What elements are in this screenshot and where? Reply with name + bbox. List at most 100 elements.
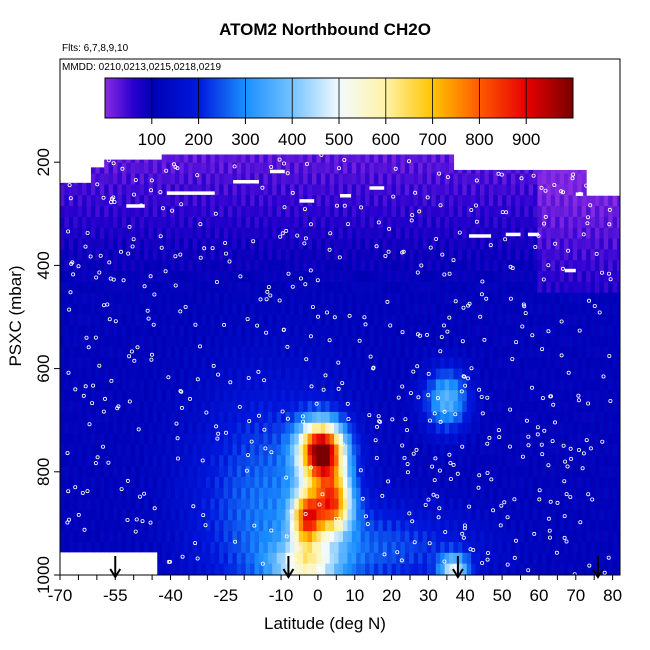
heatmap-cell [68, 357, 74, 370]
heatmap-cell [480, 368, 486, 381]
heatmap-cell [95, 401, 101, 413]
heatmap-cell [126, 390, 132, 402]
heatmap-cell [245, 303, 251, 316]
heatmap-cell [369, 357, 375, 370]
heatmap-cell [449, 379, 455, 391]
heatmap-cell [546, 476, 552, 489]
heatmap-cell [480, 195, 486, 207]
heatmap-cell [157, 411, 163, 424]
heatmap-cell [267, 216, 273, 229]
heatmap-cell [210, 173, 216, 185]
heatmap-cell [484, 498, 490, 511]
heatmap-cell [559, 498, 565, 511]
heatmap-cell [144, 531, 150, 543]
heatmap-cell [210, 271, 216, 283]
heatmap-cell [73, 498, 79, 511]
heatmap-cell [422, 444, 428, 456]
heatmap-cell [599, 552, 605, 565]
heatmap-cell [241, 552, 247, 565]
heatmap-cell [113, 357, 119, 370]
heatmap-cell [594, 422, 600, 435]
heatmap-cell [369, 292, 375, 305]
heatmap-cell [510, 173, 516, 185]
heatmap-cell [320, 227, 326, 240]
heatmap-cell [524, 520, 530, 532]
heatmap-cell [497, 509, 503, 521]
sample-point [246, 375, 251, 380]
heatmap-cell [418, 314, 424, 326]
heatmap-cell [351, 162, 357, 175]
heatmap-cell [60, 411, 66, 424]
heatmap-cell [506, 173, 512, 185]
heatmap-cell [117, 260, 123, 272]
heatmap-cell [497, 433, 503, 446]
heatmap-cell [152, 159, 158, 164]
heatmap-cell [223, 379, 229, 391]
heatmap-cell [431, 422, 437, 435]
heatmap-cell [320, 563, 326, 575]
heatmap-cell [506, 238, 512, 251]
heatmap-cell [258, 455, 264, 467]
heatmap-cell [250, 390, 256, 402]
heatmap-cell [219, 216, 225, 229]
heatmap-cell [382, 368, 388, 381]
heatmap-cell [493, 325, 499, 337]
heatmap-cell [130, 498, 136, 511]
heatmap-cell [387, 238, 393, 251]
heatmap-cell [440, 466, 446, 478]
heatmap-cell [475, 303, 481, 316]
heatmap-cell [121, 411, 127, 424]
heatmap-cell [179, 303, 185, 316]
heatmap-cell [329, 379, 335, 391]
heatmap-cell [594, 271, 600, 283]
heatmap-cell [157, 422, 163, 435]
heatmap-cell [228, 238, 234, 251]
heatmap-cell [550, 281, 556, 294]
heatmap-cell [152, 509, 158, 521]
heatmap-cell [599, 227, 605, 240]
heatmap-cell [382, 455, 388, 467]
heatmap-cell [564, 206, 570, 218]
heatmap-cell [510, 476, 516, 489]
heatmap-cell [192, 476, 198, 489]
heatmap-cell [568, 455, 574, 467]
heatmap-cell [382, 249, 388, 261]
heatmap-cell [241, 422, 247, 435]
heatmap-cell [435, 195, 441, 207]
heatmap-cell [497, 379, 503, 391]
heatmap-cell [303, 173, 309, 185]
heatmap-cell [320, 531, 326, 543]
heatmap-cell [484, 563, 490, 575]
heatmap-cell [599, 422, 605, 435]
heatmap-cell [418, 184, 424, 196]
heatmap-cell [223, 227, 229, 240]
heatmap-cell [365, 346, 371, 359]
heatmap-cell [135, 195, 141, 207]
heatmap-cell [453, 303, 459, 316]
heatmap-cell [444, 184, 450, 196]
heatmap-cell [413, 195, 419, 207]
heatmap-cell [475, 368, 481, 381]
heatmap-cell [533, 292, 539, 305]
heatmap-cell [488, 216, 494, 229]
heatmap-cell [236, 303, 242, 316]
heatmap-cell [426, 292, 432, 305]
heatmap-cell [86, 216, 92, 229]
heatmap-cell [581, 552, 587, 565]
heatmap-cell [365, 227, 371, 240]
heatmap-cell [139, 357, 145, 370]
heatmap-cell [422, 292, 428, 305]
heatmap-cell [334, 390, 340, 402]
heatmap-cell [391, 509, 397, 521]
heatmap-cell [537, 444, 543, 456]
heatmap-cell [157, 509, 163, 521]
heatmap-cell [378, 563, 384, 575]
heatmap-cell [214, 466, 220, 478]
heatmap-cell [537, 552, 543, 565]
heatmap-cell [86, 260, 92, 272]
heatmap-cell [537, 271, 543, 283]
heatmap-cell [320, 433, 326, 446]
heatmap-cell [90, 498, 96, 511]
heatmap-cell [577, 227, 583, 240]
heatmap-cell [113, 368, 119, 381]
